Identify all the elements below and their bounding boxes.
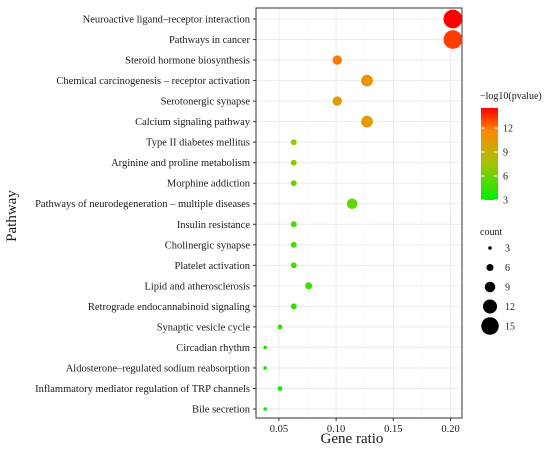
pathway-label: Platelet activation (174, 261, 250, 272)
data-point (361, 115, 373, 128)
pathway-label: Circadian rhythm (176, 343, 250, 354)
data-point (263, 345, 267, 350)
x-axis-title: Gene ratio (321, 431, 384, 447)
x-tick-label: 0.20 (441, 424, 459, 435)
data-points (263, 9, 463, 411)
data-point (346, 198, 358, 210)
data-point (443, 9, 463, 29)
y-axis-title: Pathway (4, 190, 20, 242)
size-legend-title: count (480, 227, 502, 238)
pathway-label: Aldosterone–regulated sodium reabsorptio… (66, 363, 251, 374)
color-legend-bar (481, 108, 498, 200)
data-point (305, 282, 313, 290)
size-legend-dot (486, 263, 494, 272)
size-legend-dot (482, 299, 498, 314)
data-point (332, 96, 342, 106)
color-legend-title: −log10(pvalue) (480, 91, 542, 102)
color-legend-label: 12 (503, 124, 513, 135)
panel-background (256, 8, 462, 418)
data-point (277, 386, 283, 391)
color-legend-label: 3 (503, 196, 508, 207)
x-tick-label: 0.05 (270, 424, 288, 435)
color-legend-label: 9 (503, 148, 508, 159)
data-point (263, 366, 267, 370)
data-point (290, 221, 297, 228)
data-point (263, 407, 267, 411)
grid-lines (256, 8, 462, 418)
pathway-label: Steroid hormone biosynthesis (125, 56, 250, 67)
pathway-label: Calcium signaling pathway (135, 117, 251, 128)
data-point (277, 324, 283, 330)
data-point (290, 262, 297, 269)
data-point (443, 30, 463, 49)
pathway-label: Pathways of neurodegeneration – multiple… (35, 199, 250, 210)
size-legend-label: 9 (505, 283, 510, 294)
pathway-label: Chemical carcinogenesis – receptor activ… (56, 76, 250, 87)
color-legend-label: 6 (503, 172, 508, 183)
pathway-label: Inflammatory mediator regulation of TRP … (35, 384, 250, 395)
size-legend-label: 6 (505, 263, 510, 274)
pathway-label: Morphine addiction (167, 179, 251, 190)
plot-panel (255, 7, 463, 419)
y-tick-labels: Neuroactive ligand–receptor interaction P… (35, 15, 256, 416)
size-legend-label: 3 (505, 244, 510, 255)
x-tick-labels: 0.05 0.10 0.15 0.20 (270, 418, 460, 435)
data-point (290, 180, 297, 187)
pathway-label: Type II diabetes mellitus (146, 138, 250, 149)
data-point (290, 303, 297, 310)
pathway-label: Neuroactive ligand–receptor interaction (83, 15, 251, 26)
size-legend-label: 15 (505, 322, 515, 333)
pathway-label: Synaptic vesicle cycle (157, 322, 251, 333)
size-legend-dot (481, 317, 499, 335)
color-legend: −log10(pvalue) 3 6 9 12 (480, 91, 542, 207)
pathway-label: Cholinergic synapse (165, 240, 251, 251)
size-legend-label: 12 (505, 302, 515, 313)
data-point (332, 55, 342, 65)
x-tick-label: 0.15 (384, 424, 402, 435)
pathway-label: Bile secretion (192, 405, 251, 416)
pathway-label: Lipid and atherosclerosis (144, 281, 250, 292)
pathway-label: Retrograde endocannabinoid signaling (88, 302, 251, 313)
data-point (290, 139, 297, 146)
pathway-label: Pathways in cancer (169, 35, 251, 46)
size-legend-dot (484, 281, 496, 293)
pathway-label: Insulin resistance (177, 220, 251, 231)
pathway-label: Arginine and proline metabolism (111, 158, 250, 169)
x-tick-label: 0.10 (327, 424, 345, 435)
data-point (361, 74, 373, 87)
data-point (290, 241, 297, 248)
pathway-label: Serotonergic synapse (161, 97, 251, 108)
size-legend: count 3 6 9 12 15 (480, 227, 515, 335)
size-legend-dot (488, 246, 492, 250)
data-point (290, 159, 297, 166)
